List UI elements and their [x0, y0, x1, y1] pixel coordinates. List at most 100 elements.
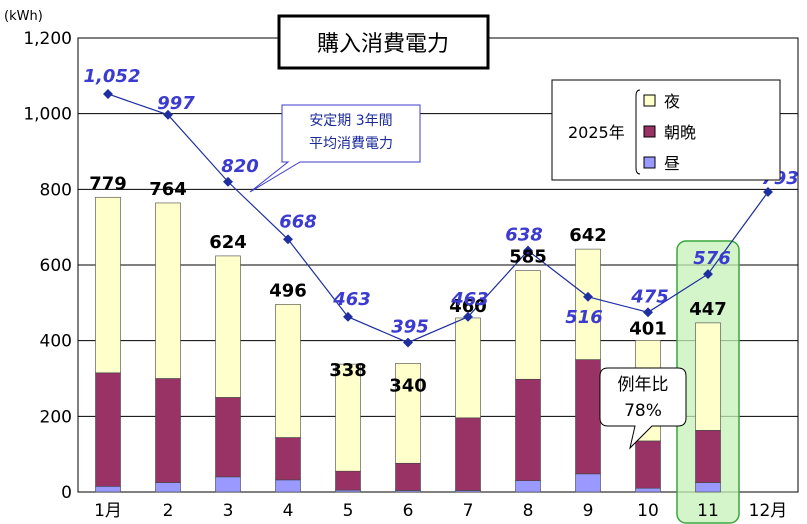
line-marker [583, 291, 593, 302]
y-axis-ticks: 0 200 400 600 800 1,000 1,200 [23, 29, 72, 503]
line-marker [403, 337, 413, 348]
bar-segment [335, 363, 361, 472]
line-path [107, 93, 769, 344]
line-marker [703, 269, 713, 280]
line-value-label: 638 [505, 225, 543, 246]
y-tick-label: 600 [40, 256, 72, 276]
x-tick-label: 6 [403, 501, 414, 521]
bubble-line-1: 例年比 [618, 375, 669, 395]
bubble-line-2: 78% [624, 401, 662, 421]
bar-segment [155, 202, 181, 379]
bar-segment [275, 304, 301, 438]
legend-swatch-day [643, 156, 656, 169]
x-tick-label: 7 [463, 501, 474, 521]
line-marker [643, 307, 653, 318]
legend-label-day: 昼 [664, 154, 680, 173]
chart-title-box: 購入消費電力 [277, 14, 490, 70]
bar-segment [455, 417, 481, 491]
bar-segment [695, 482, 721, 493]
line-value-label: 997 [157, 93, 195, 114]
average-callout: 安定期 3年間 平均消費電力 [249, 104, 421, 193]
bar-segment [575, 473, 601, 493]
bar-segment [275, 479, 301, 493]
bar-segment [335, 470, 361, 491]
stacked-bars [95, 196, 721, 493]
x-axis-ticks: 1月 2 3 4 5 6 7 8 9 10 11 12月 [94, 501, 787, 521]
y-unit-label: (kWh) [4, 9, 43, 24]
bar-segment [695, 322, 721, 431]
legend-swatch-morning-evening [643, 125, 656, 138]
y-tick-label: 800 [40, 180, 72, 200]
bar-segment [515, 378, 541, 481]
x-tick-label: 8 [523, 501, 534, 521]
ratio-bubble: 例年比 78% [599, 367, 687, 450]
x-tick-label: 12月 [749, 501, 788, 521]
line-value-label: 516 [565, 307, 603, 328]
bar-segment [515, 480, 541, 493]
y-tick-label: 400 [40, 332, 72, 352]
x-tick-label: 4 [283, 501, 294, 521]
bar-segment [95, 486, 121, 493]
bar-total-label: 447 [689, 299, 727, 320]
line-value-label: 668 [279, 211, 317, 232]
bar-segment [155, 378, 181, 483]
bar-total-label: 460 [449, 296, 487, 317]
line-value-label: 475 [630, 286, 669, 307]
bar-segment [635, 487, 661, 493]
bar-segment [95, 196, 121, 374]
x-tick-label: 9 [583, 501, 594, 521]
bar-segment [455, 317, 481, 419]
line-marker [763, 187, 773, 197]
x-tick-label: 1月 [94, 501, 122, 521]
bar-total-label: 642 [569, 225, 607, 246]
y-tick-label: 1,000 [23, 105, 72, 125]
bar-total-label: 401 [629, 318, 667, 339]
line-marker [463, 311, 473, 322]
bar-segment [215, 255, 241, 398]
legend-label-morning-evening: 朝晩 [664, 123, 696, 142]
bar-total-label: 779 [89, 173, 127, 194]
bar-total-label: 624 [209, 232, 247, 253]
line-value-label: 395 [391, 317, 429, 338]
line-marker [163, 109, 173, 120]
bar-segment [395, 363, 421, 464]
line-marker [283, 234, 293, 245]
line-value-label: 576 [693, 248, 731, 269]
callout-line-1: 安定期 3年間 [309, 113, 392, 129]
bar-total-label: 338 [329, 360, 367, 381]
average-power-line [103, 89, 773, 348]
bar-segment [515, 270, 541, 380]
legend: 2025年 夜 朝晩 昼 [551, 79, 781, 181]
y-tick-label: 200 [40, 407, 72, 427]
bar-segment [155, 482, 181, 493]
bar-segment [95, 372, 121, 487]
bar-total-label: 496 [269, 280, 307, 301]
bar-total-labels: 779 764 624 496 338 340 460 585 642 401 447 [89, 173, 727, 396]
line-marker [523, 245, 533, 256]
line-marker [223, 176, 233, 187]
line-value-label: 820 [221, 156, 259, 177]
legend-year: 2025年 [568, 123, 625, 142]
bar-segment [575, 248, 601, 360]
legend-label-night: 夜 [664, 92, 680, 111]
line-value-label: 1,052 [84, 66, 141, 87]
line-marker [343, 311, 353, 322]
line-value-label: 463 [450, 289, 489, 310]
y-tick-label: 1,200 [23, 29, 72, 49]
x-tick-label: 3 [223, 501, 234, 521]
line-value-label: 463 [332, 289, 371, 310]
x-tick-label: 2 [163, 501, 174, 521]
bar-segment [635, 440, 661, 489]
bar-total-label: 764 [149, 179, 187, 200]
bar-segment [695, 430, 721, 483]
bar-segment [575, 359, 601, 475]
x-tick-label: 10 [637, 501, 659, 521]
callout-line-2: 平均消費電力 [309, 136, 393, 152]
bar-segment [215, 476, 241, 493]
bar-total-label: 585 [509, 247, 547, 268]
y-tick-label: 0 [61, 483, 72, 503]
x-tick-label: 11 [697, 501, 719, 521]
bar-segment [395, 462, 421, 491]
legend-swatch-night [643, 94, 656, 107]
